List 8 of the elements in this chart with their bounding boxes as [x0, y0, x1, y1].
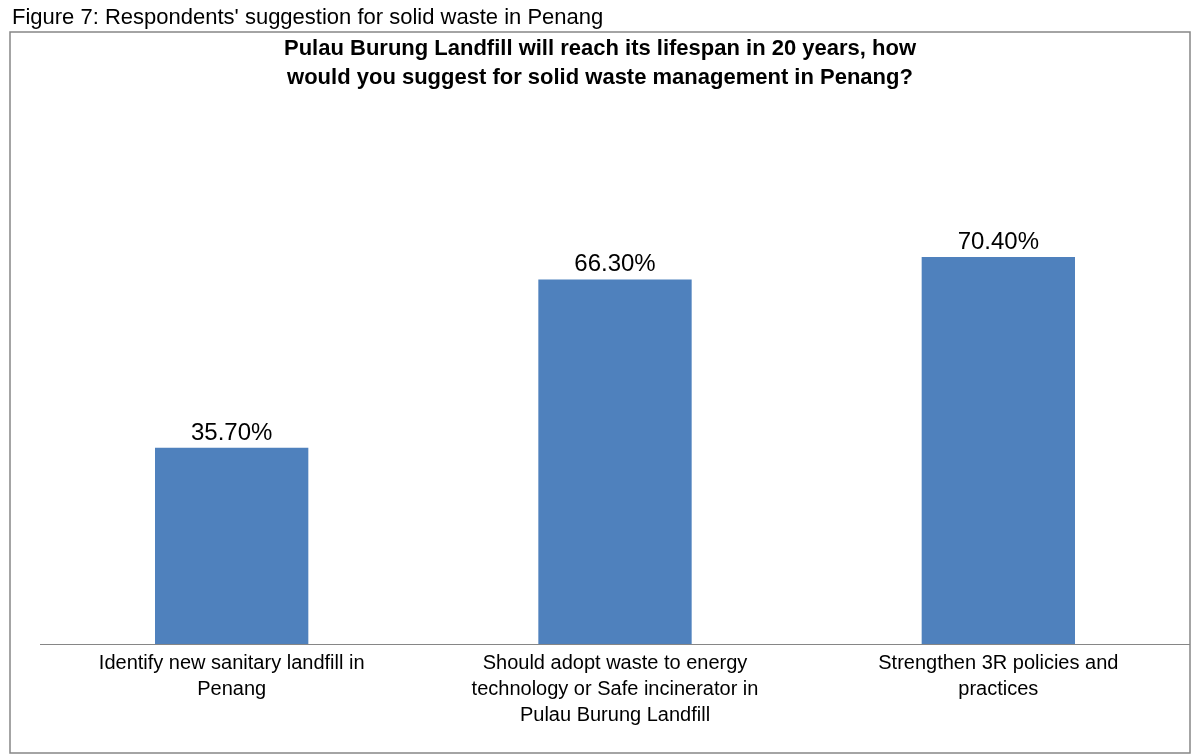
x-tick-label: Should adopt waste to energy technology or Safe incinerator in Pulau Burung Landfill: [471, 651, 759, 725]
caption: Figure 7: Respondents' suggestion for solid waste in Penang: [12, 4, 604, 29]
data-label: 35.70%: [190, 417, 273, 445]
x-tick-label: Identify new sanitary landfill in Penang: [98, 651, 365, 699]
data-label: 70.40%: [957, 226, 1040, 254]
chart-title: Pulau Burung Landfill will reach its lifespan in 20 years, how would you suggest for solid waste management in Penang?: [283, 35, 917, 89]
data-label: 66.30%: [574, 249, 656, 277]
x-tick-label: Strengthen 3R policies and practices: [878, 651, 1119, 699]
